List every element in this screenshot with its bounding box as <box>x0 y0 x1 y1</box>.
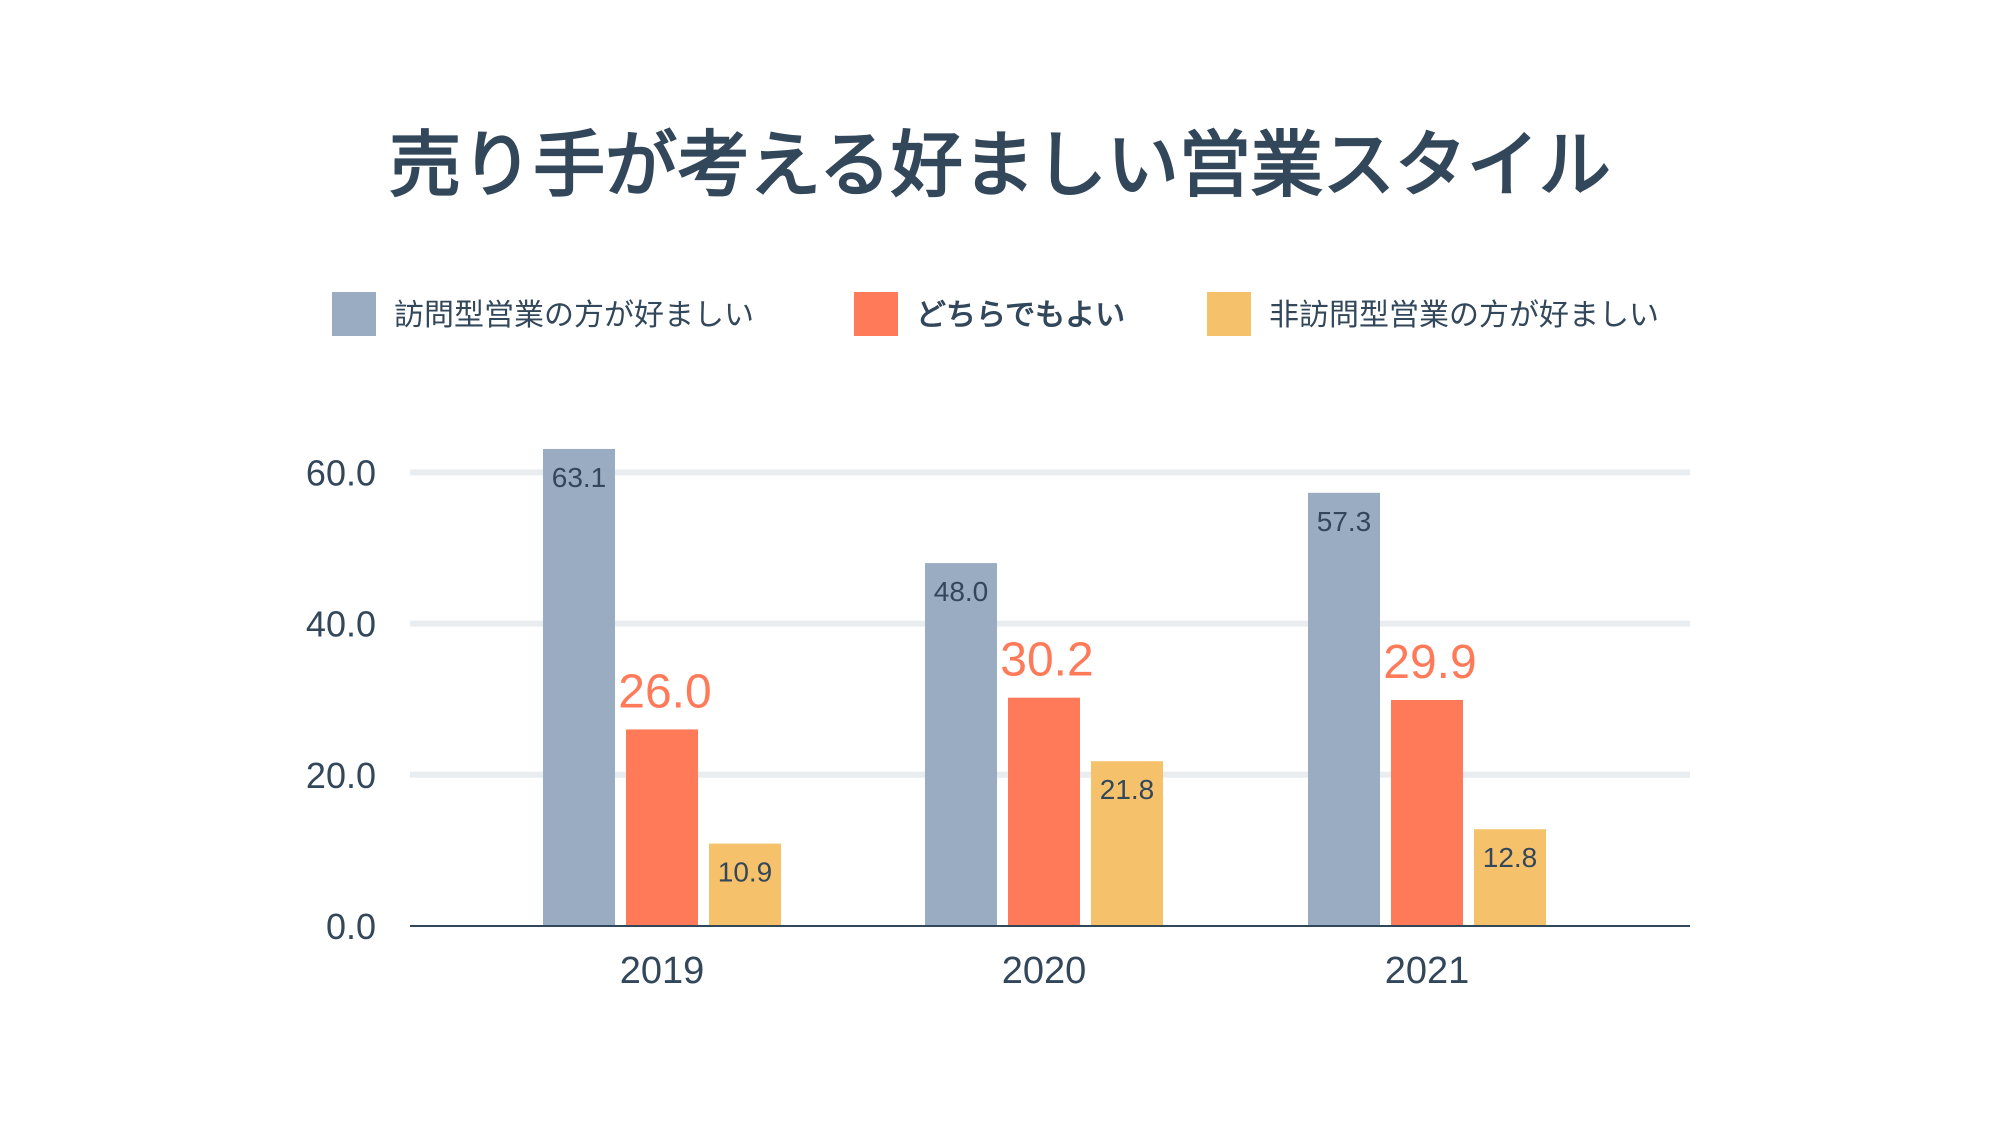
data-label: 12.8 <box>1483 842 1538 873</box>
data-label: 57.3 <box>1317 506 1372 537</box>
data-label: 63.1 <box>552 462 607 493</box>
data-labels: 63.1 26.0 10.9 48.0 30.2 21.8 57.3 29.9 12.8 <box>552 462 1538 888</box>
y-axis: 0.0 20.0 40.0 60.0 <box>306 452 376 947</box>
legend-swatch <box>854 292 898 336</box>
data-label: 30.2 <box>1000 634 1093 687</box>
data-label: 10.9 <box>718 857 773 888</box>
bar <box>709 843 781 926</box>
bar <box>1091 761 1163 926</box>
y-tick-label: 0.0 <box>326 906 376 947</box>
bar <box>626 729 698 926</box>
y-tick-label: 20.0 <box>306 755 376 796</box>
x-tick-label: 2019 <box>620 950 705 992</box>
data-label: 29.9 <box>1383 636 1476 689</box>
data-label: 48.0 <box>934 576 989 607</box>
bar <box>1391 699 1463 926</box>
y-tick-label: 60.0 <box>306 452 376 493</box>
bar <box>1474 829 1546 926</box>
bar <box>1008 697 1080 926</box>
data-label: 26.0 <box>618 665 711 718</box>
x-axis: 2019 2020 2021 <box>410 925 1690 992</box>
data-label: 21.8 <box>1100 774 1155 805</box>
legend-swatch <box>1207 292 1251 336</box>
legend-swatch <box>332 292 376 336</box>
x-tick-label: 2021 <box>1385 950 1470 992</box>
x-tick-label: 2020 <box>1002 950 1087 992</box>
bar <box>925 563 997 926</box>
legend-label: 非訪問型営業の方が好ましい <box>1269 298 1659 333</box>
legend-label: どちらでもよい <box>916 298 1125 333</box>
legend: 訪問型営業の方が好ましい どちらでもよい 非訪問型営業の方が好ましい <box>332 292 1659 336</box>
bars <box>543 448 1546 926</box>
bar <box>543 448 615 926</box>
y-tick-label: 40.0 <box>306 604 376 645</box>
legend-label: 訪問型営業の方が好ましい <box>394 298 754 333</box>
chart-title: 売り手が考える好ましい営業スタイル <box>389 123 1611 207</box>
bar <box>1308 492 1380 926</box>
